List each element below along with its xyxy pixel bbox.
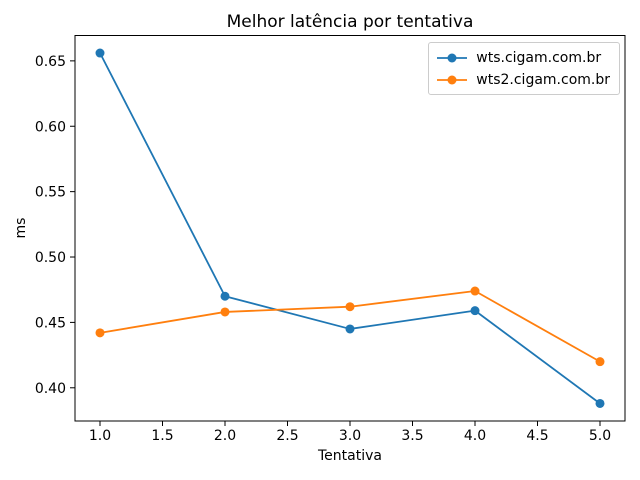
x-tick-label: 4.5 [526,428,548,444]
series-line [99,52,601,405]
legend-line-swatch [437,53,468,62]
data-point-marker [595,398,605,408]
x-tick-label: 2.0 [214,428,236,444]
data-point-marker [595,357,605,367]
data-point-marker [470,306,480,316]
x-tick-label: 2.5 [276,428,298,444]
x-axis-label: Tentativa [318,448,382,464]
legend-line-swatch [437,75,468,84]
y-tick-label: 0.65 [35,54,66,70]
legend-label: wts.cigam.com.br [476,49,602,66]
chart-title: Melhor latência por tentativa [226,12,474,32]
data-point-marker [95,48,105,58]
y-tick-label: 0.50 [35,250,66,266]
data-point-marker [220,307,230,317]
y-axis-label: ms [13,217,29,239]
x-tick-label: 5.0 [589,428,611,444]
data-point-marker [345,324,355,334]
x-tick-label: 1.5 [151,428,173,444]
data-point-marker [95,328,105,338]
legend-marker [447,53,457,62]
x-tick-label: 1.0 [89,428,111,444]
y-tick-label: 0.60 [35,119,66,135]
data-point-marker [220,291,230,301]
legend-label: wts2.cigam.com.br [476,71,610,88]
legend-marker [447,75,457,84]
legend-item: wts.cigam.com.br [436,47,610,68]
y-tick-label: 0.40 [35,381,66,397]
legend: wts.cigam.com.br wts2.cigam.com.br [428,42,620,95]
data-point-marker [345,302,355,312]
x-tick-label: 4.0 [464,428,486,444]
y-tick-label: 0.55 [35,185,66,201]
y-tick-label: 0.45 [35,315,66,331]
legend-item: wts2.cigam.com.br [436,69,610,90]
x-tick-label: 3.0 [339,428,361,444]
data-point-marker [470,286,480,296]
x-tick-label: 3.5 [401,428,423,444]
